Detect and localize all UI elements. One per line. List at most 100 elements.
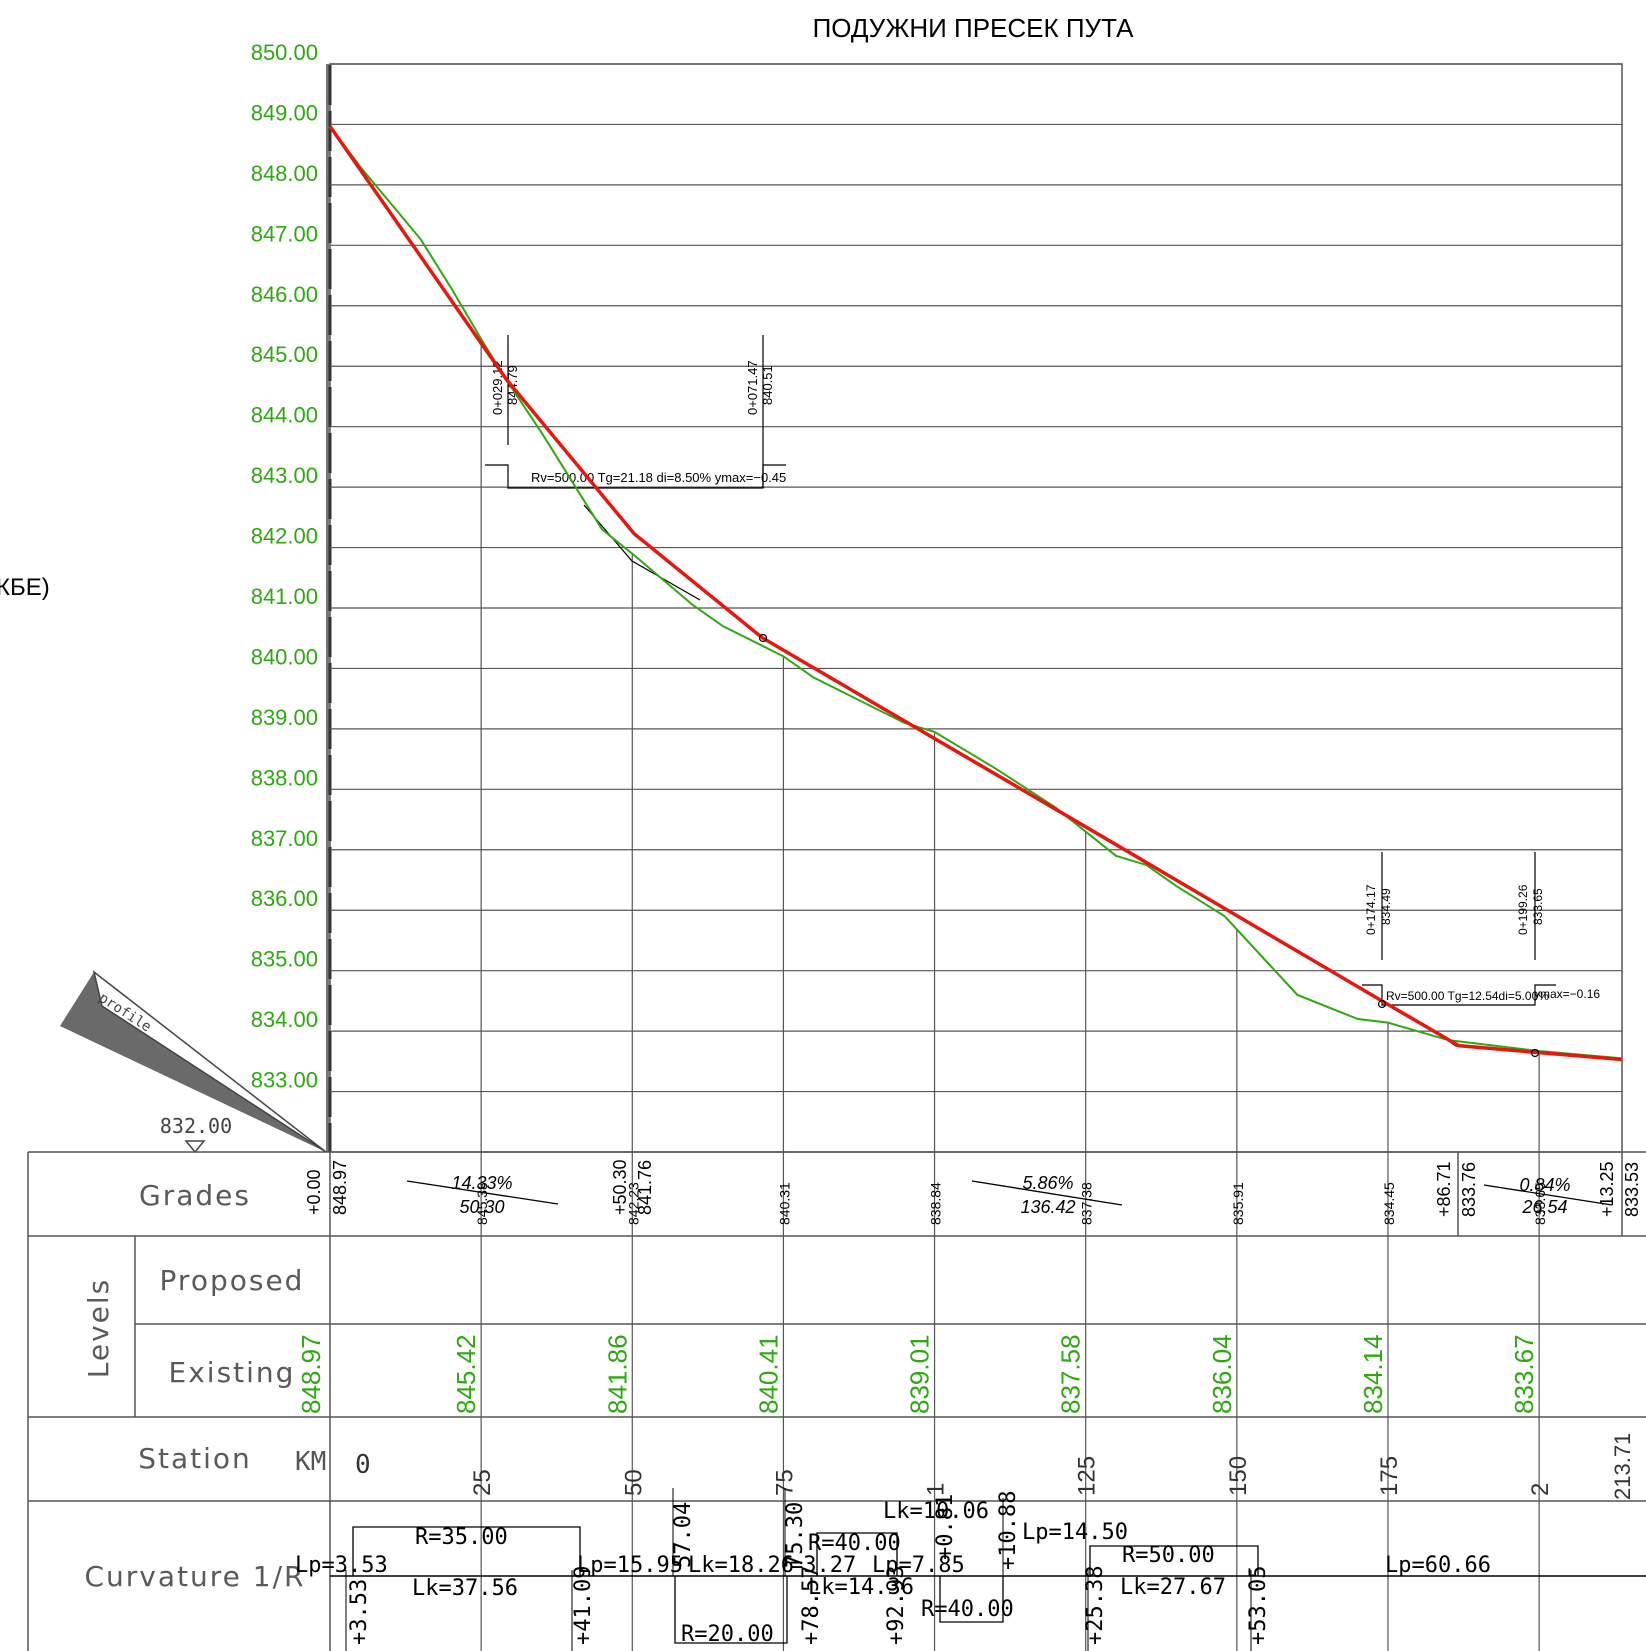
left-edge-fragment: КБЕ) — [0, 574, 50, 601]
station-tick-label: 25 — [469, 1469, 496, 1496]
station-tick-label: 1 — [923, 1483, 950, 1496]
curve2-mid-station: 0+199.26 — [1516, 884, 1530, 935]
elevation-tick-label: 835.00 — [251, 947, 318, 972]
existing-level-value: 833.67 — [1509, 1334, 1539, 1414]
grade-percent: 0.84% — [1519, 1175, 1570, 1195]
elevation-tick-label: 849.00 — [251, 100, 318, 125]
station-row: KM 0 213.71 25 50 75 1 125 150 175 2 — [295, 1433, 1635, 1500]
proposed-level-value: 834.45 — [1381, 1182, 1397, 1225]
elevation-tick-label: 838.00 — [251, 765, 318, 790]
row-label-existing: Existing — [169, 1356, 296, 1389]
curvature-label: Lk=27.67 — [1120, 1575, 1226, 1600]
grade-point-station: +13.25 — [1597, 1161, 1617, 1217]
station-end-label: 213.71 — [1610, 1433, 1635, 1500]
curvature-label: Lp=7.85 — [872, 1553, 965, 1578]
proposed-level-value: 842.23 — [625, 1182, 641, 1225]
curvature-label: Lp=15.95 — [577, 1553, 683, 1578]
grade-point-station: +0.00 — [304, 1169, 324, 1215]
curvature-station: +53.05 — [1246, 1566, 1271, 1645]
curvature-label: Lp=14.50 — [1022, 1520, 1128, 1545]
station-tick-label: 175 — [1376, 1456, 1403, 1496]
curvature-station: +25.38 — [1083, 1566, 1108, 1645]
existing-level-value: 836.04 — [1207, 1334, 1237, 1414]
grade-percent: 5.86% — [1022, 1173, 1073, 1193]
elevation-tick-label: 847.00 — [251, 221, 318, 246]
curvature-label: Lk=10.06 — [883, 1499, 989, 1524]
station-tick-label: 150 — [1225, 1456, 1252, 1496]
elevation-tick-label: 842.00 — [251, 524, 318, 549]
grade-length: 26.54 — [1521, 1197, 1567, 1217]
grade-length: 50.30 — [459, 1197, 504, 1217]
elevation-gridlines — [330, 63, 1622, 1093]
station-zero-label: 0 — [355, 1450, 371, 1480]
curvature-label: Lp=3.53 — [295, 1553, 388, 1578]
curvature-station: 75.30 — [783, 1502, 808, 1568]
grade-length: 136.42 — [1020, 1197, 1075, 1217]
curvature-label: Lk=37.56 — [412, 1576, 518, 1601]
station-tick-label: 2 — [1527, 1483, 1554, 1496]
elevation-tick-label: 836.00 — [251, 886, 318, 911]
curvature-label: R=20.00 — [681, 1622, 774, 1647]
curve2-mid-elevation: 833.65 — [1531, 888, 1545, 925]
proposed-level-value: 837.38 — [1079, 1182, 1095, 1225]
curvature-label: R=40.00 — [808, 1531, 901, 1556]
elevation-tick-label: 841.00 — [251, 584, 318, 609]
existing-level-value: 840.41 — [753, 1334, 783, 1414]
existing-level-value: 841.86 — [602, 1334, 632, 1414]
curve2-parameters: Rv=500.00 Tg=12.54di=5.00% — [1386, 989, 1549, 1003]
band-table — [27, 1151, 1646, 1651]
curvature-label: R=40.00 — [921, 1597, 1014, 1622]
station-tick-label: 125 — [1074, 1456, 1101, 1496]
drawing-title: ПОДУЖНИ ПРЕСЕК ПУТА — [813, 13, 1135, 43]
curvature-station: +0.81 — [933, 1494, 958, 1560]
grades-row: +0.00 848.97 14.33% 50.30 +50.30 841.76 … — [304, 1152, 1642, 1236]
curvature-station: +10.88 — [996, 1491, 1021, 1570]
elevation-tick-label: 845.00 — [251, 342, 318, 367]
grade-percent: 14.33% — [451, 1173, 512, 1193]
grade-point-elevation: 833.76 — [1459, 1162, 1479, 1217]
curvature-stations: +3.53 +41.09 57.04 75.30 +78.57 +92.93 +… — [345, 1488, 1271, 1651]
existing-level-value: 845.42 — [451, 1334, 481, 1414]
curvature-station: 57.04 — [671, 1502, 696, 1568]
curve-point-markers — [758, 633, 1540, 1058]
proposed-level-value: 835.91 — [1230, 1182, 1246, 1225]
station-km-label: KM — [295, 1447, 326, 1477]
proposed-level-value: 840.31 — [776, 1182, 792, 1225]
elevation-axis-labels: 833.00 834.00 835.00 836.00 837.00 838.00 839.… — [251, 40, 318, 1093]
existing-ground-line — [329, 125, 1623, 1060]
grade-point-station: +86.71 — [1434, 1161, 1454, 1217]
row-label-station: Station — [138, 1442, 252, 1475]
grade-point-station: +50.30 — [610, 1159, 630, 1215]
curvature-label: Lk=18.26 — [688, 1553, 794, 1578]
vertical-curve-annotation-2: 0+174.17 834.49 0+199.26 833.65 Rv=500.0… — [1362, 852, 1600, 1006]
curvature-label: R=50.00 — [1122, 1543, 1215, 1568]
row-label-levels: Levels — [82, 1278, 115, 1379]
row-label-proposed: Proposed — [160, 1264, 305, 1297]
elevation-tick-label: 834.00 — [251, 1007, 318, 1032]
elevation-tick-label: 839.00 — [251, 705, 318, 730]
curvature-station: +3.53 — [347, 1579, 372, 1645]
proposed-level-value: 833.65 — [1532, 1182, 1548, 1225]
curvature-labels: Lp=3.53 R=35.00 Lk=37.56 Lp=15.95 Lk=18.… — [295, 1499, 1491, 1647]
curvature-station: +41.09 — [571, 1566, 596, 1645]
curve2-ymax: ymax=−0.16 — [1534, 987, 1600, 1001]
grade-point-elevation: 833.53 — [1622, 1162, 1642, 1217]
curvature-label-partial: =3.27 — [790, 1553, 856, 1578]
elevation-tick-label: 833.00 — [251, 1068, 318, 1093]
curve2-start-station: 0+174.17 — [1364, 884, 1378, 935]
row-label-grades: Grades — [139, 1179, 251, 1212]
tangent-segments — [583, 504, 1499, 1051]
proposed-level-value: 845.38 — [474, 1182, 490, 1225]
curvature-station: +78.57 — [799, 1566, 824, 1645]
elevation-tick-label: 837.00 — [251, 826, 318, 851]
existing-level-value: 839.01 — [905, 1334, 935, 1414]
row-label-curvature: Curvature 1/R — [85, 1560, 306, 1593]
curvature-label: Lk=14.36 — [808, 1575, 914, 1600]
curvature-row — [352, 1526, 1259, 1644]
elevation-tick-label: 844.00 — [251, 403, 318, 428]
grade-point-elevation: 848.97 — [330, 1160, 350, 1215]
grade-point-elevation: 841.76 — [635, 1160, 655, 1215]
proposed-levels-row: 845.38 842.23 840.31 838.84 837.38 835.91 834.… — [474, 1182, 1548, 1225]
proposed-grade-line — [328, 125, 1623, 1062]
